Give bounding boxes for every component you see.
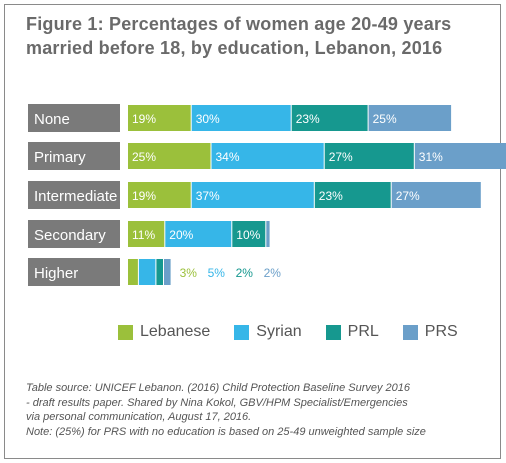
legend-swatch-prs [402,324,418,340]
legend-item-lebanese: Lebanese [118,323,210,341]
legend-item-prs: PRS [402,323,458,341]
table-source-note: Table source: UNICEF Lebanon. (2016) Chi… [26,381,486,439]
category-label-box-higher [28,258,120,286]
bar-secondary-lebanese [128,221,165,247]
figure-title-line-1: Figure 1: Percentages of women age 20-49… [26,14,452,34]
data-label-primary-syrian: 34% [216,150,240,164]
data-label-higher-prl: 2% [236,266,254,280]
source-line-1: Table source: UNICEF Lebanon. (2016) Chi… [26,382,411,394]
data-label-secondary-syrian: 20% [169,228,193,242]
data-label-none-syrian: 30% [196,112,220,126]
legend-label-lebanese: Lebanese [140,323,211,340]
data-label-intermediate-prs: 27% [396,189,420,203]
bar-higher-prs [164,259,171,285]
bar-none-lebanese [128,105,191,131]
category-label-box-intermediate [28,181,120,209]
category-label-none: None [34,111,70,128]
data-label-higher-lebanese: 3% [180,266,198,280]
bar-primary-prs [414,143,506,169]
data-label-intermediate-syrian: 37% [196,189,220,203]
data-label-none-prl: 23% [296,112,320,126]
category-label-box-primary [28,142,120,170]
bar-intermediate-syrian [191,182,314,208]
category-label-primary: Primary [34,149,86,166]
bar-primary-prl [324,143,414,169]
legend-item-syrian: Syrian [234,323,302,341]
bar-none-syrian [191,105,291,131]
bar-secondary-syrian [165,221,232,247]
data-label-intermediate-lebanese: 19% [132,189,156,203]
bar-intermediate-lebanese [128,182,191,208]
source-line-3: via personal communication, August 17, 2… [26,411,252,423]
legend-label-prs: PRS [424,323,458,340]
category-label-intermediate: Intermediate [34,188,117,205]
legend-label-prl: PRL [347,323,379,340]
bar-intermediate-prs [391,182,481,208]
bar-none-prl [291,105,368,131]
data-label-higher-prs: 2% [264,266,282,280]
legend-swatch-prl [325,324,341,340]
data-label-secondary-prs: 1% [270,228,288,242]
category-label-box-secondary [28,220,120,248]
bar-higher-prl [156,259,163,285]
chart-legend: Lebanese Syrian PRL PRS [118,323,482,341]
bar-intermediate-prl [314,182,391,208]
bar-none-prs [368,105,452,131]
figure-title: Figure 1: Percentages of women age 20-49… [26,12,486,60]
data-label-intermediate-prl: 23% [319,189,343,203]
data-label-secondary-lebanese: 11% [132,228,155,242]
data-label-higher-syrian: 5% [208,266,226,280]
category-label-secondary: Secondary [34,227,106,244]
data-label-primary-prs: 31% [419,150,443,164]
figure-title-line-2: married before 18, by education, Lebanon… [26,38,443,58]
data-label-primary-prl: 27% [329,150,353,164]
bar-primary-syrian [211,143,324,169]
category-label-higher: Higher [34,265,78,282]
stacked-bar-chart: None 19% 30% 23% 25% Primary 25% 34% 27% 31% Inter… [28,104,506,286]
source-line-4: Note: (25%) for PRS with no education is… [26,425,426,438]
bar-secondary-prs [266,221,270,247]
bar-primary-lebanese [128,143,211,169]
source-line-2: - draft results paper. Shared by Nina Ko… [26,396,408,409]
category-label-box-none [28,104,120,132]
data-label-primary-lebanese: 25% [132,150,156,164]
bar-higher-lebanese [128,259,138,285]
legend-swatch-lebanese [118,324,133,340]
legend-swatch-syrian [234,324,250,340]
bar-secondary-prl [232,221,266,247]
legend-label-syrian: Syrian [256,323,302,340]
data-label-none-prs: 25% [373,112,397,126]
data-label-none-lebanese: 19% [132,112,156,126]
legend-item-prl: PRL [325,323,379,341]
bar-higher-syrian [138,259,156,285]
data-label-secondary-prl: 10% [236,228,260,242]
